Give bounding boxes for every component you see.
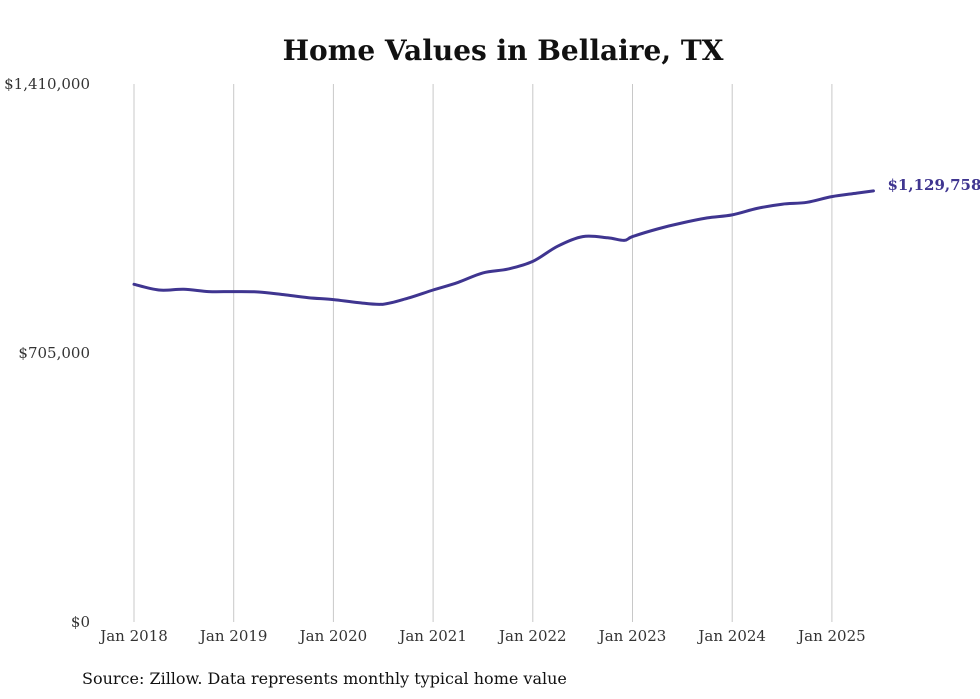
- x-axis-ticks: Jan 2018 Jan 2019 Jan 2020 Jan 2021 Jan 2022…: [98, 627, 865, 645]
- source-note: Source: Zillow. Data represents monthly …: [82, 669, 567, 688]
- series-line-0: [132, 189, 875, 306]
- x-tick-label: Jan 2020: [298, 627, 368, 645]
- x-tick-label: Jan 2022: [497, 627, 567, 645]
- x-tick-label: Jan 2021: [397, 627, 467, 645]
- series-layer: [132, 189, 875, 306]
- y-tick-label: $0: [71, 613, 90, 631]
- x-tick-label: Jan 2023: [597, 627, 667, 645]
- end-value-label: $1,129,758: [887, 176, 980, 194]
- y-axis-ticks: $0 $705,000 $1,410,000: [4, 75, 90, 631]
- x-tick-label: Jan 2019: [198, 627, 268, 645]
- y-tick-label: $1,410,000: [4, 75, 90, 93]
- x-tick-label: Jan 2018: [98, 627, 168, 645]
- chart-title: Home Values in Bellaire, TX: [283, 34, 724, 67]
- x-tick-label: Jan 2024: [696, 627, 766, 645]
- x-tick-label: Jan 2025: [796, 627, 866, 645]
- gridlines: [133, 84, 833, 622]
- y-tick-label: $705,000: [18, 344, 90, 362]
